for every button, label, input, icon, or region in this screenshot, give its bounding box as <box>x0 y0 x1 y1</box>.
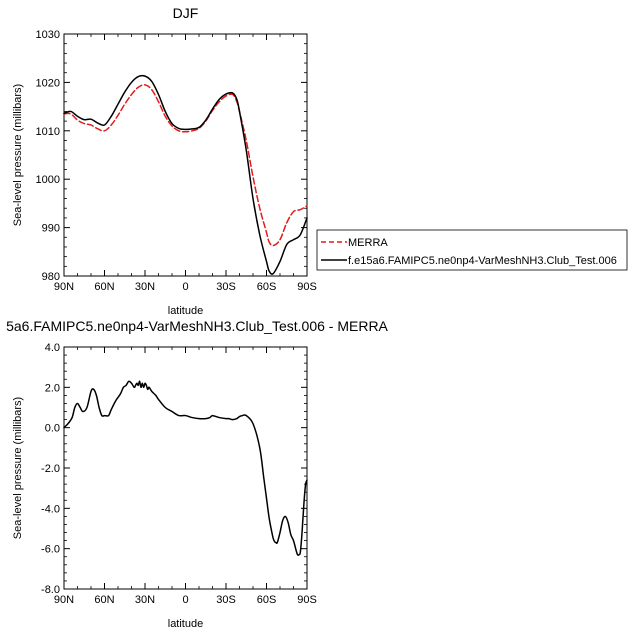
top-x-tick-label: 0 <box>182 281 188 293</box>
bottom-x-tick-label: 30N <box>135 594 155 606</box>
top-panel: DJF 980 990 1000 1010 1020 1030 90N 60N 30N 0 30S… <box>12 5 317 317</box>
top-chart-title: DJF <box>173 5 199 21</box>
bottom-series-lines <box>63 380 308 556</box>
top-series-line-1 <box>63 74 308 275</box>
top-x-tick-label: 90N <box>54 281 74 293</box>
top-x-tick-label: 90S <box>297 281 317 293</box>
top-y-tick-labels: 980 990 1000 1010 1020 1030 <box>36 29 60 283</box>
top-x-tick-label: 30N <box>135 281 155 293</box>
top-y-tick-label: 1010 <box>36 126 60 138</box>
bottom-x-tick-label: 0 <box>182 594 188 606</box>
bottom-x-tick-label: 30S <box>216 594 236 606</box>
bottom-y-tick-labels: -8.0 -6.0 -4.0 -2.0 0.0 2.0 4.0 <box>41 342 60 596</box>
bottom-y-tick-label: 2.0 <box>45 382 60 394</box>
top-y-tick-label: 1030 <box>36 29 60 41</box>
top-y-axis-label: Sea-level pressure (millibars) <box>12 84 24 226</box>
bottom-y-ticks <box>64 346 307 590</box>
top-x-tick-label: 60S <box>257 281 277 293</box>
top-series-lines <box>63 74 308 275</box>
top-x-axis-label: latitude <box>168 305 203 317</box>
bottom-y-tick-label: -4.0 <box>41 503 60 515</box>
bottom-x-tick-label: 90S <box>297 594 317 606</box>
bottom-panel: 5a6.FAMIPC5.ne0np4-VarMeshNH3.Club_Test.… <box>6 318 388 630</box>
bottom-y-tick-label: 0.0 <box>45 423 60 435</box>
bottom-series-line-0 <box>63 380 308 556</box>
legend: MERRA f.e15a6.FAMIPC5.ne0np4-VarMeshNH3.… <box>316 229 628 271</box>
top-x-ticks <box>63 34 308 276</box>
top-series-line-0 <box>63 83 308 247</box>
top-y-ticks <box>64 33 307 277</box>
legend-box <box>316 229 628 271</box>
bottom-y-tick-label: 4.0 <box>45 342 60 354</box>
top-plot-frame <box>63 33 308 277</box>
legend-label-model: f.e15a6.FAMIPC5.ne0np4-VarMeshNH3.Club_T… <box>348 255 617 267</box>
bottom-x-tick-label: 90N <box>54 594 74 606</box>
top-x-tick-label: 30S <box>216 281 236 293</box>
top-y-tick-label: 1020 <box>36 77 60 89</box>
legend-label-merra: MERRA <box>348 237 388 249</box>
bottom-y-tick-label: -8.0 <box>41 584 60 596</box>
bottom-y-axis-label: Sea-level pressure (millibars) <box>12 397 24 539</box>
top-y-tick-label: 990 <box>42 223 60 235</box>
bottom-plot-frame <box>63 346 308 590</box>
bottom-x-ticks <box>63 347 308 589</box>
top-y-tick-label: 1000 <box>36 174 60 186</box>
bottom-x-axis-label: latitude <box>168 618 203 630</box>
bottom-y-tick-label: -6.0 <box>41 544 60 556</box>
bottom-y-tick-label: -2.0 <box>41 463 60 475</box>
bottom-x-tick-label: 60N <box>94 594 114 606</box>
bottom-x-tick-label: 60S <box>257 594 277 606</box>
top-x-tick-label: 60N <box>94 281 114 293</box>
top-y-tick-label: 980 <box>42 271 60 283</box>
bottom-chart-title: 5a6.FAMIPC5.ne0np4-VarMeshNH3.Club_Test.… <box>6 318 388 334</box>
bottom-x-tick-labels: 90N 60N 30N 0 30S 60S 90S <box>54 594 317 606</box>
top-x-tick-labels: 90N 60N 30N 0 30S 60S 90S <box>54 281 317 293</box>
